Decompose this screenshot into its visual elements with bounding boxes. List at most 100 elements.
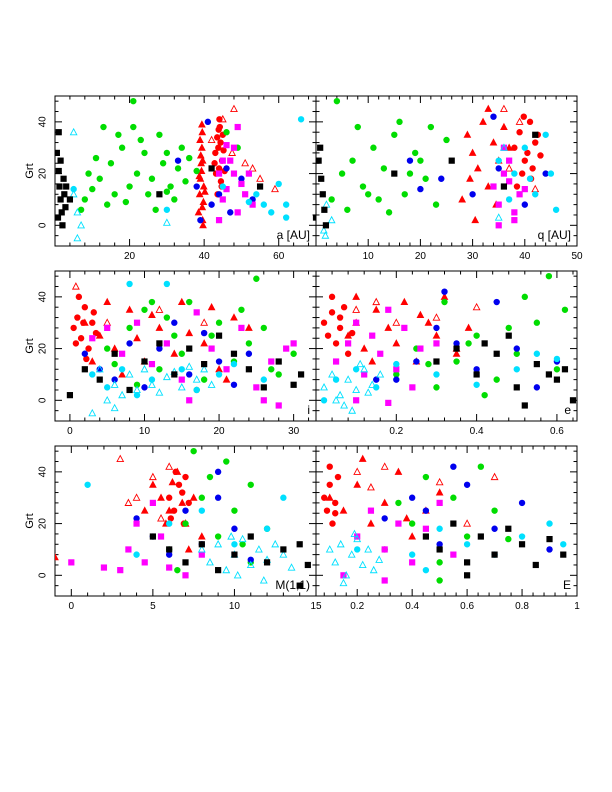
black-square-marker bbox=[231, 551, 238, 558]
green-circle-marker bbox=[359, 183, 367, 190]
black-square-marker bbox=[58, 209, 65, 216]
cyan-open-triangle-marker bbox=[233, 570, 242, 579]
magenta-square-marker bbox=[367, 507, 375, 514]
cyan-open-triangle-marker bbox=[327, 215, 336, 224]
green-circle-marker bbox=[238, 306, 245, 313]
green-circle-marker bbox=[417, 157, 424, 164]
x-tick-label: 20 bbox=[213, 426, 225, 437]
green-circle-marker bbox=[200, 376, 208, 383]
black-square-marker bbox=[215, 567, 222, 574]
y-tick-label: 0 bbox=[38, 397, 49, 403]
cyan-circle-marker bbox=[505, 196, 513, 203]
markers bbox=[321, 454, 567, 587]
blue-circle-marker bbox=[247, 556, 254, 563]
red-filled-triangle-marker bbox=[353, 480, 362, 488]
cyan-open-triangle-marker bbox=[287, 563, 296, 571]
red-filled-triangle-marker bbox=[170, 349, 179, 357]
black-square-marker bbox=[55, 214, 62, 221]
magenta-square-marker bbox=[361, 371, 368, 378]
markers bbox=[316, 97, 560, 239]
cyan-circle-marker bbox=[163, 206, 171, 213]
markers bbox=[66, 275, 305, 417]
plot-frame bbox=[315, 445, 578, 597]
cyan-open-triangle-marker bbox=[358, 560, 367, 569]
magenta-square-marker bbox=[166, 564, 173, 571]
green-circle-marker bbox=[425, 360, 432, 368]
red-circle-marker bbox=[537, 152, 544, 159]
magenta-square-marker bbox=[215, 170, 223, 177]
magenta-square-marker bbox=[385, 306, 392, 313]
panel-i: 0 10 20 30 0 20 40 Grt i bbox=[24, 270, 317, 437]
black-square-marker bbox=[66, 392, 74, 399]
blue-circle-marker bbox=[126, 340, 133, 347]
y-tick-label: 20 bbox=[38, 168, 49, 180]
cyan-open-triangle-marker bbox=[319, 226, 328, 234]
red-open-triangle-marker bbox=[380, 462, 389, 470]
red-filled-triangle-marker bbox=[178, 498, 187, 506]
x-tick-label: 1 bbox=[574, 601, 580, 612]
cyan-open-triangle-marker bbox=[364, 388, 373, 396]
green-circle-marker bbox=[186, 298, 193, 306]
magenta-square-marker bbox=[495, 201, 502, 208]
x-tick-label: 5 bbox=[150, 601, 156, 612]
red-circle-marker bbox=[215, 144, 222, 151]
green-circle-marker bbox=[81, 196, 89, 203]
red-circle-marker bbox=[521, 157, 528, 164]
blue-circle-marker bbox=[422, 507, 430, 514]
red-open-triangle-marker bbox=[256, 174, 265, 182]
cyan-open-triangle-marker bbox=[246, 560, 255, 569]
red-filled-triangle-marker bbox=[471, 215, 480, 224]
green-circle-marker bbox=[198, 494, 206, 501]
green-circle-marker bbox=[465, 340, 472, 347]
magenta-square-marker bbox=[275, 402, 282, 409]
black-square-marker bbox=[275, 358, 282, 365]
x-tick-label: 10 bbox=[229, 601, 241, 612]
red-open-triangle-marker bbox=[353, 467, 362, 475]
black-square-marker bbox=[60, 175, 67, 182]
red-filled-triangle-marker bbox=[367, 519, 375, 527]
panel-label: M(1,1) bbox=[275, 578, 310, 592]
red-filled-triangle-marker bbox=[384, 323, 393, 331]
black-square-marker bbox=[55, 129, 62, 136]
magenta-square-marker bbox=[148, 361, 156, 368]
red-open-triangle-marker bbox=[515, 117, 524, 125]
red-filled-triangle-marker bbox=[88, 357, 97, 365]
black-square-marker bbox=[450, 520, 457, 527]
cyan-circle-marker bbox=[354, 546, 361, 553]
blue-circle-marker bbox=[438, 175, 445, 182]
red-filled-triangle-marker bbox=[55, 552, 59, 561]
red-filled-triangle-marker bbox=[408, 532, 417, 540]
black-square-marker bbox=[201, 361, 208, 368]
blue-circle-marker bbox=[215, 191, 223, 198]
black-square-marker bbox=[493, 350, 500, 357]
cyan-circle-marker bbox=[263, 525, 271, 532]
markers bbox=[55, 97, 316, 242]
magenta-square-marker bbox=[193, 309, 200, 316]
panel-label: e bbox=[564, 403, 571, 417]
cyan-open-triangle-marker bbox=[185, 362, 194, 370]
cyan-open-triangle-marker bbox=[200, 364, 209, 373]
red-filled-triangle-marker bbox=[505, 143, 514, 151]
red-circle-marker bbox=[81, 304, 89, 311]
black-square-marker bbox=[208, 165, 215, 172]
green-circle-marker bbox=[118, 144, 126, 151]
green-circle-marker bbox=[491, 507, 498, 514]
red-open-triangle-marker bbox=[165, 462, 174, 470]
black-square-marker bbox=[319, 191, 326, 198]
cyan-circle-marker bbox=[560, 541, 567, 548]
red-filled-triangle-marker bbox=[463, 130, 472, 138]
magenta-square-marker bbox=[230, 144, 238, 151]
cyan-circle-marker bbox=[518, 533, 526, 540]
x-tick-label: 50 bbox=[571, 251, 583, 262]
magenta-square-marker bbox=[104, 324, 111, 331]
red-filled-triangle-marker bbox=[177, 297, 186, 306]
black-square-marker bbox=[473, 371, 480, 378]
green-circle-marker bbox=[214, 533, 222, 540]
green-circle-marker bbox=[436, 577, 443, 584]
red-filled-triangle-marker bbox=[489, 138, 498, 146]
green-circle-marker bbox=[231, 507, 238, 514]
blue-circle-marker bbox=[490, 113, 497, 120]
black-square-marker bbox=[230, 350, 238, 357]
cyan-circle-marker bbox=[408, 551, 416, 558]
cyan-open-triangle-marker bbox=[375, 555, 384, 563]
